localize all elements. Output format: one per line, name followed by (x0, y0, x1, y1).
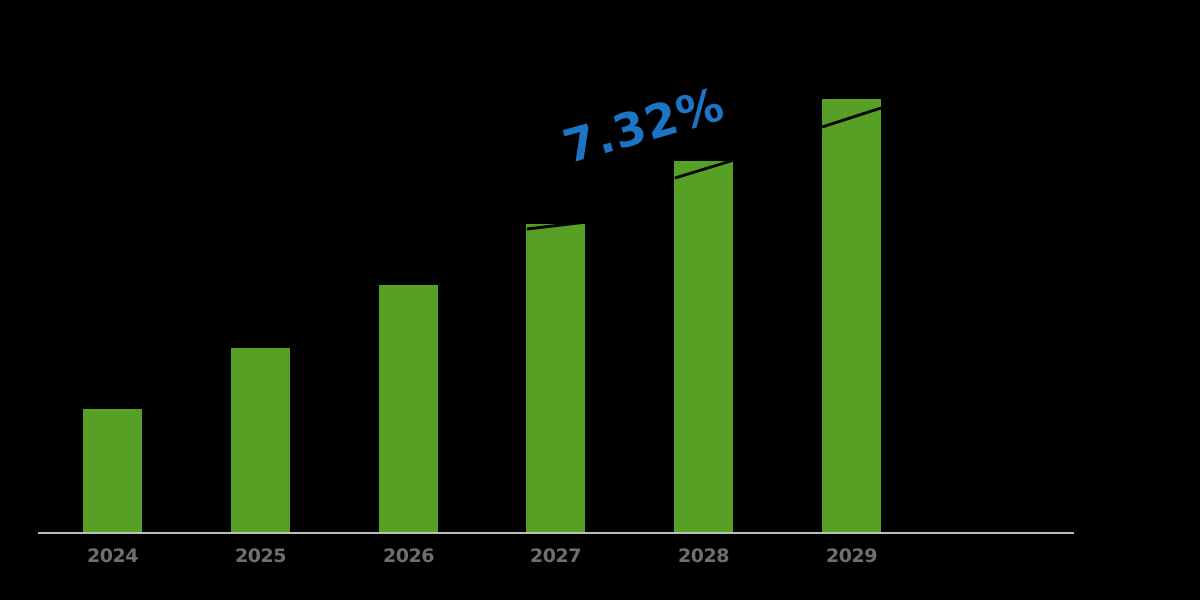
x-tick-label: 2028 (678, 545, 729, 567)
x-axis-line (38, 532, 1074, 534)
bar-2029 (822, 99, 881, 533)
bar-2026 (379, 285, 438, 533)
bar-2027 (526, 224, 585, 533)
x-tick-label: 2024 (87, 545, 138, 567)
x-tick-label: 2026 (383, 545, 434, 567)
x-tick-label: 2029 (826, 545, 877, 567)
x-tick-label: 2025 (235, 545, 286, 567)
bar-2024 (83, 409, 142, 533)
bar-2028 (674, 161, 733, 533)
bar-2025 (231, 348, 290, 533)
x-tick-label: 2027 (530, 545, 581, 567)
